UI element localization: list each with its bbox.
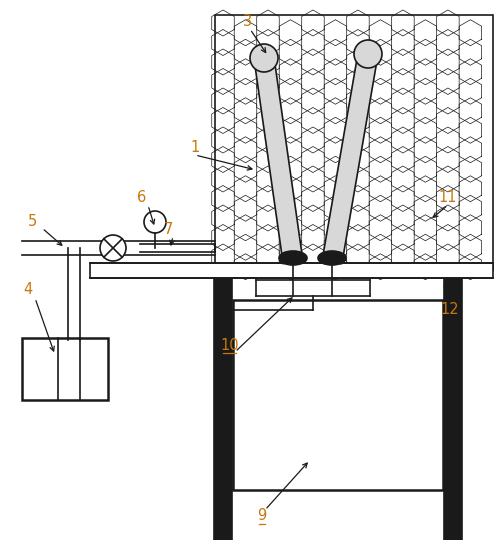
Text: 12: 12 (441, 302, 459, 318)
Ellipse shape (318, 251, 346, 265)
Circle shape (144, 211, 166, 233)
Text: 6: 6 (137, 191, 147, 206)
Bar (233, 300, 443, 490)
Text: 9: 9 (258, 509, 267, 523)
Ellipse shape (279, 251, 307, 265)
Text: 11: 11 (439, 191, 457, 206)
Text: 5: 5 (27, 214, 37, 230)
Polygon shape (322, 52, 378, 264)
Text: 7: 7 (163, 222, 173, 238)
Text: 4: 4 (23, 282, 33, 298)
Circle shape (354, 40, 382, 68)
Text: 10: 10 (221, 338, 239, 353)
Bar (214, 278, 232, 540)
Text: 3: 3 (243, 15, 253, 30)
Bar (90, 263, 493, 278)
Bar (215, 15, 493, 270)
Circle shape (100, 235, 126, 261)
Text: 1: 1 (190, 140, 200, 156)
Bar (22, 338, 108, 400)
Circle shape (250, 44, 278, 72)
Bar (444, 278, 462, 540)
Polygon shape (254, 57, 303, 264)
